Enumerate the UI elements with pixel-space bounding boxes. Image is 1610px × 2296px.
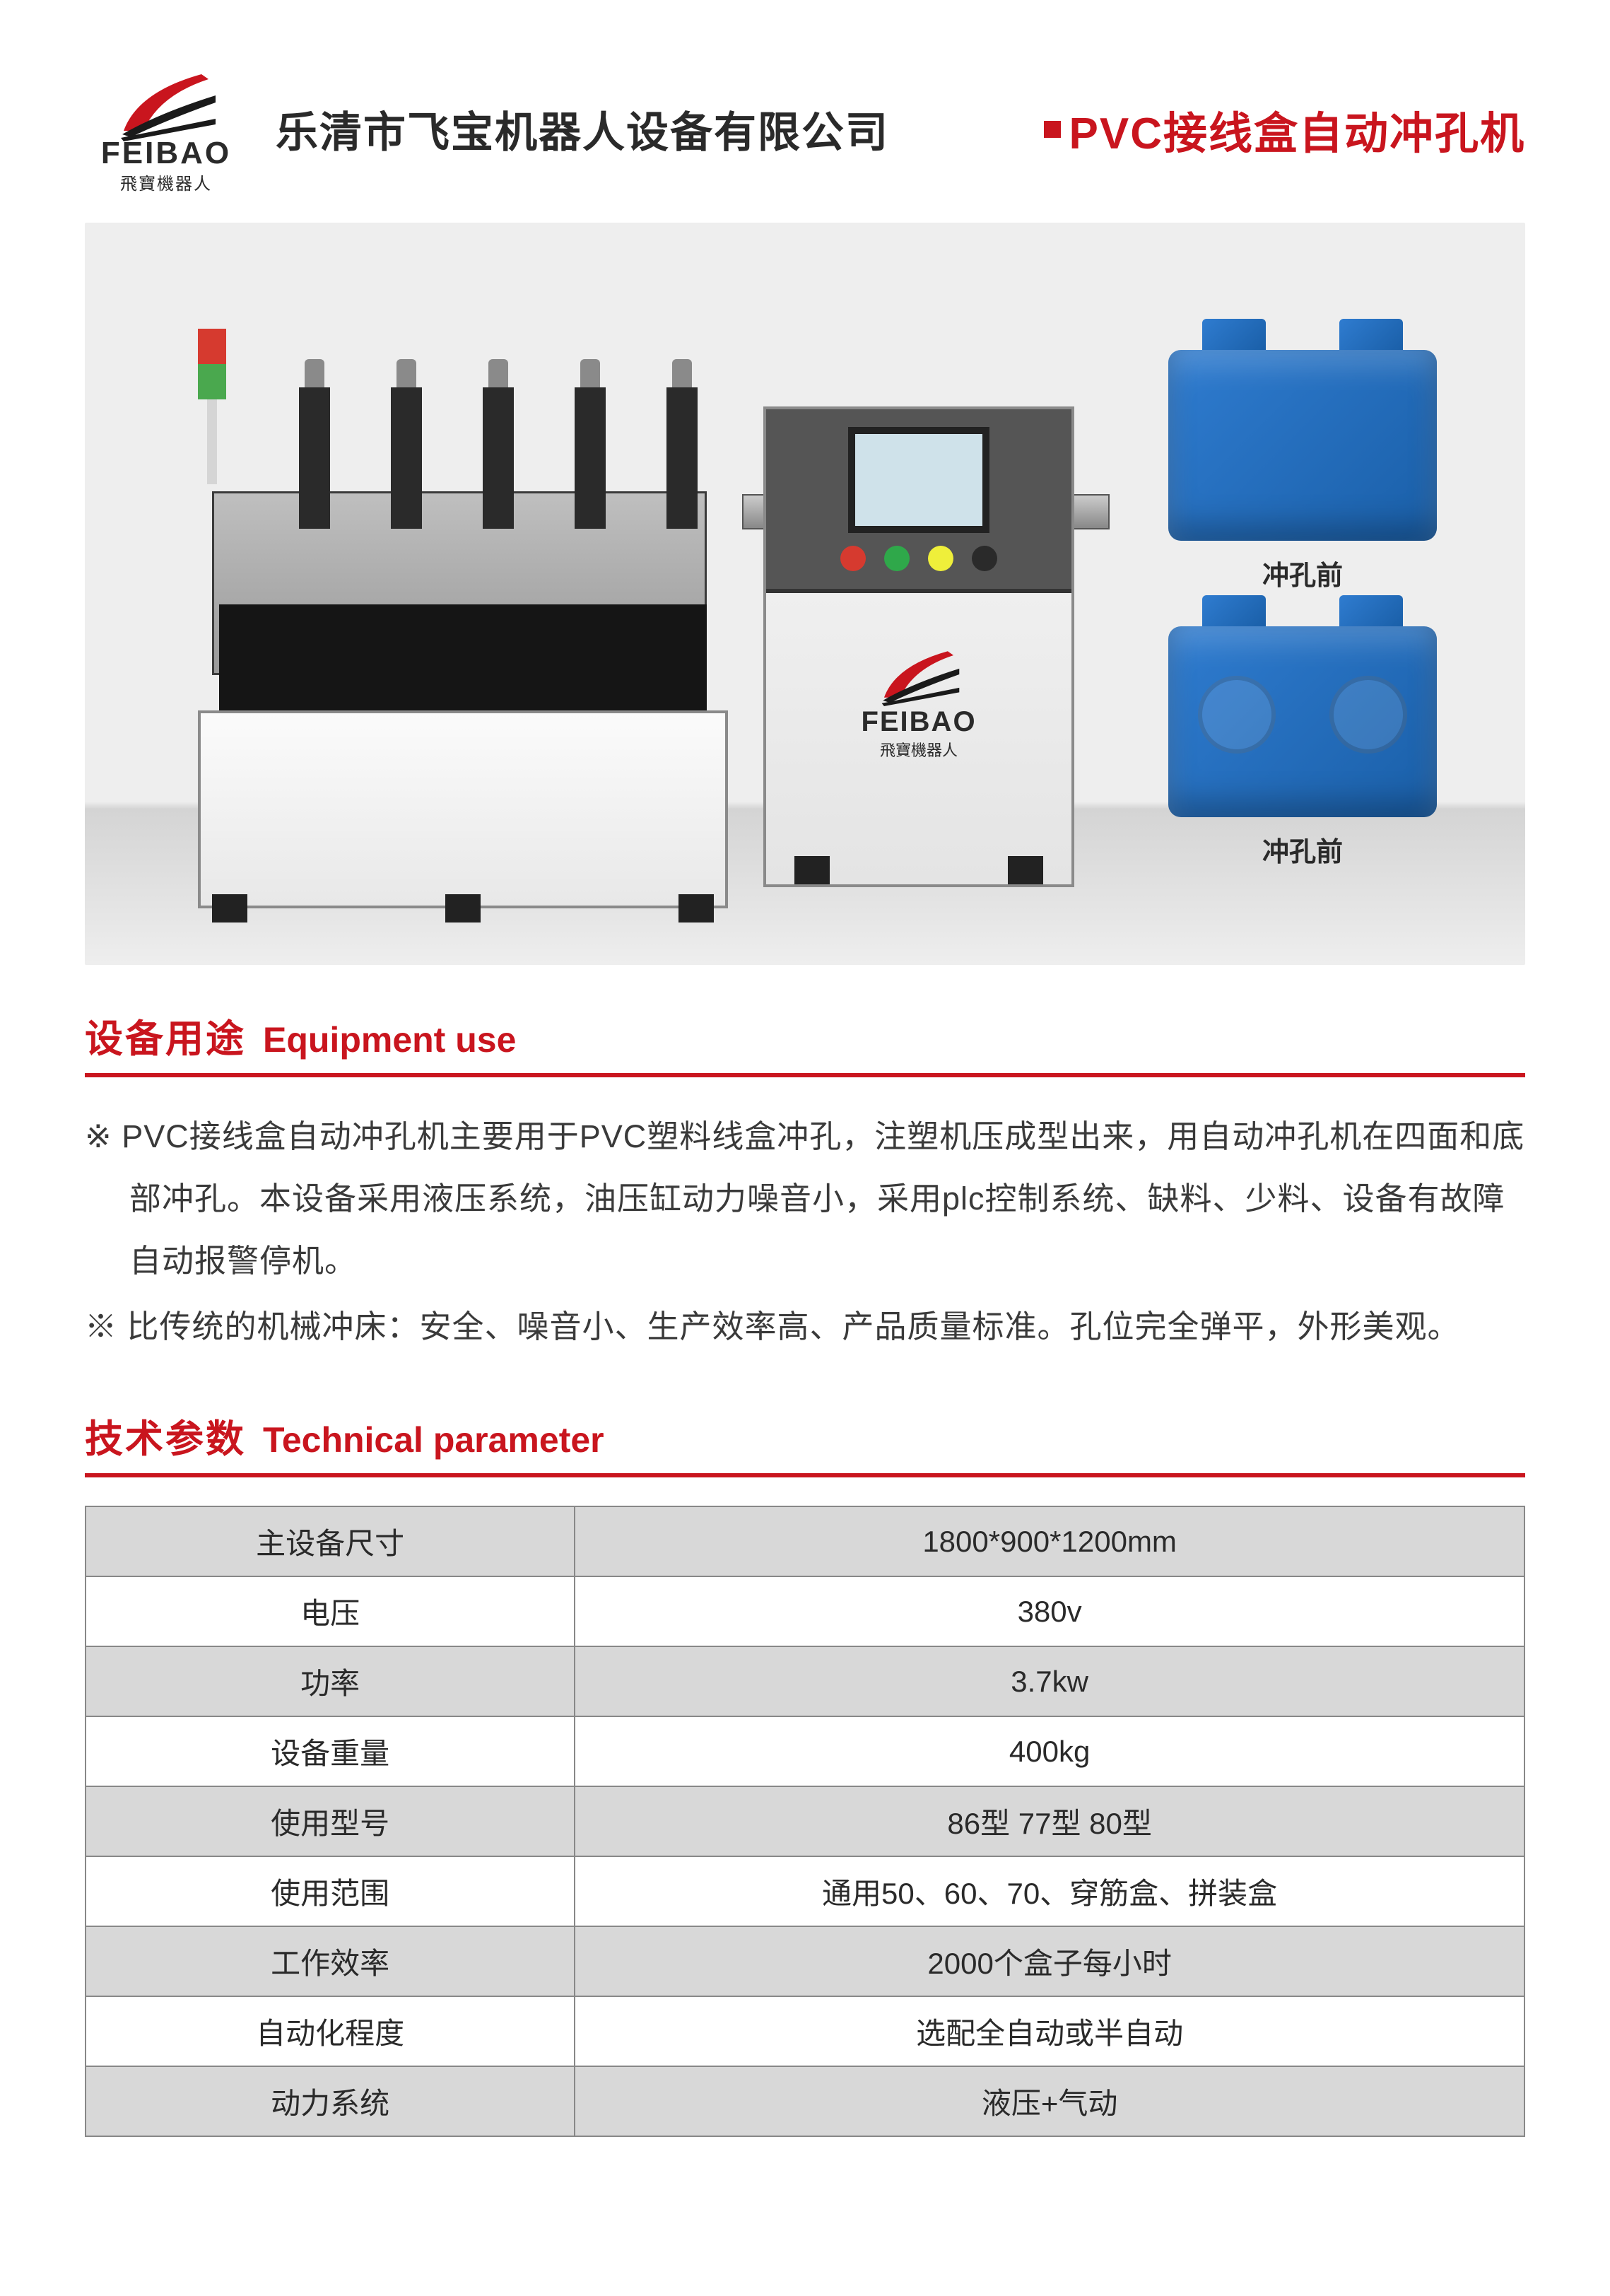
spec-value: 液压+气动 bbox=[575, 2066, 1524, 2136]
spec-value: 3.7kw bbox=[575, 1646, 1524, 1716]
punch-head bbox=[666, 387, 698, 529]
cabinet-brand-en: FEIBAO bbox=[861, 706, 976, 738]
junction-box-after bbox=[1168, 626, 1437, 817]
spec-value: 86型 77型 80型 bbox=[575, 1786, 1524, 1856]
control-button-row bbox=[840, 546, 997, 571]
section-title-cn: 设备用途 bbox=[85, 1007, 246, 1063]
section-title-equipment-use: 设备用途 Equipment use bbox=[85, 1007, 1525, 1077]
reset-button-icon bbox=[928, 546, 953, 571]
section-title-technical-parameter: 技术参数 Technical parameter bbox=[85, 1407, 1525, 1477]
desc-paragraph: ※ PVC接线盒自动冲孔机主要用于PVC塑料线盒冲孔，注塑机压成型出来，用自动冲… bbox=[85, 1106, 1525, 1292]
table-row: 功率3.7kw bbox=[86, 1646, 1524, 1716]
section-title-en: Equipment use bbox=[263, 1019, 516, 1060]
junction-box-before bbox=[1168, 350, 1437, 541]
spec-value: 2000个盒子每小时 bbox=[575, 1926, 1524, 1996]
sample-before-label: 冲孔前 bbox=[1262, 554, 1343, 592]
table-row: 使用型号86型 77型 80型 bbox=[86, 1786, 1524, 1856]
section-title-cn: 技术参数 bbox=[85, 1407, 246, 1463]
hero-image-area: FEIBAO 飛寶機器人 冲孔前 冲孔前 bbox=[85, 223, 1525, 965]
spec-label: 功率 bbox=[86, 1646, 575, 1716]
feibao-logo-icon bbox=[110, 64, 223, 141]
equipment-use-description: ※ PVC接线盒自动冲孔机主要用于PVC塑料线盒冲孔，注塑机压成型出来，用自动冲… bbox=[85, 1106, 1525, 1358]
cabinet-brand-logo: FEIBAO 飛寶機器人 bbox=[766, 643, 1071, 761]
cabinet-brand-cn: 飛寶機器人 bbox=[880, 738, 958, 761]
page-header: FEIBAO 飛寶機器人 乐清市飞宝机器人设备有限公司 PVC接线盒自动冲孔机 bbox=[85, 64, 1525, 194]
spec-label: 工作效率 bbox=[86, 1926, 575, 1996]
desc-paragraph: ※ 比传统的机械冲床：安全、噪音小、生产效率高、产品质量标准。孔位完全弹平，外形… bbox=[85, 1296, 1525, 1358]
brand-logo: FEIBAO 飛寶機器人 bbox=[85, 64, 247, 194]
table-row: 设备重量400kg bbox=[86, 1716, 1524, 1786]
spec-value: 1800*900*1200mm bbox=[575, 1506, 1524, 1576]
hmi-screen-icon bbox=[848, 427, 989, 533]
table-row: 使用范围通用50、60、70、穿筋盒、拼装盒 bbox=[86, 1856, 1524, 1926]
brand-name-cn: 飛寶機器人 bbox=[120, 170, 212, 194]
spec-table: 主设备尺寸1800*900*1200mm电压380v功率3.7kw设备重量400… bbox=[85, 1506, 1525, 2137]
company-name: 乐清市飞宝机器人设备有限公司 bbox=[276, 98, 889, 160]
spec-label: 设备重量 bbox=[86, 1716, 575, 1786]
spec-value: 400kg bbox=[575, 1716, 1524, 1786]
punch-head bbox=[299, 387, 330, 529]
title-bullet-icon bbox=[1044, 121, 1061, 138]
table-row: 电压380v bbox=[86, 1576, 1524, 1646]
stop-button-icon bbox=[840, 546, 866, 571]
spec-value: 380v bbox=[575, 1576, 1524, 1646]
spec-label: 电压 bbox=[86, 1576, 575, 1646]
spec-label: 使用范围 bbox=[86, 1856, 575, 1926]
product-title-block: PVC接线盒自动冲孔机 bbox=[1044, 98, 1525, 161]
punch-head bbox=[391, 387, 422, 529]
sample-column: 冲孔前 冲孔前 bbox=[1151, 350, 1455, 869]
spec-label: 主设备尺寸 bbox=[86, 1506, 575, 1576]
brand-name-en: FEIBAO bbox=[101, 136, 231, 171]
control-cabinet: FEIBAO 飛寶機器人 bbox=[763, 406, 1074, 887]
machine-body bbox=[184, 470, 742, 922]
table-row: 自动化程度选配全自动或半自动 bbox=[86, 1996, 1524, 2066]
start-button-icon bbox=[884, 546, 910, 571]
table-row: 主设备尺寸1800*900*1200mm bbox=[86, 1506, 1524, 1576]
table-row: 工作效率2000个盒子每小时 bbox=[86, 1926, 1524, 1996]
spec-label: 使用型号 bbox=[86, 1786, 575, 1856]
spec-value: 选配全自动或半自动 bbox=[575, 1996, 1524, 2066]
table-row: 动力系统液压+气动 bbox=[86, 2066, 1524, 2136]
punch-head bbox=[483, 387, 514, 529]
section-title-en: Technical parameter bbox=[263, 1419, 604, 1460]
spec-label: 自动化程度 bbox=[86, 1996, 575, 2066]
sample-after-label: 冲孔前 bbox=[1262, 830, 1343, 869]
mode-button-icon bbox=[972, 546, 997, 571]
machine-illustration: FEIBAO 飛寶機器人 bbox=[184, 286, 1074, 922]
signal-light-icon bbox=[198, 329, 226, 484]
spec-label: 动力系统 bbox=[86, 2066, 575, 2136]
punch-head bbox=[575, 387, 606, 529]
spec-value: 通用50、60、70、穿筋盒、拼装盒 bbox=[575, 1856, 1524, 1926]
product-title: PVC接线盒自动冲孔机 bbox=[1069, 98, 1525, 161]
